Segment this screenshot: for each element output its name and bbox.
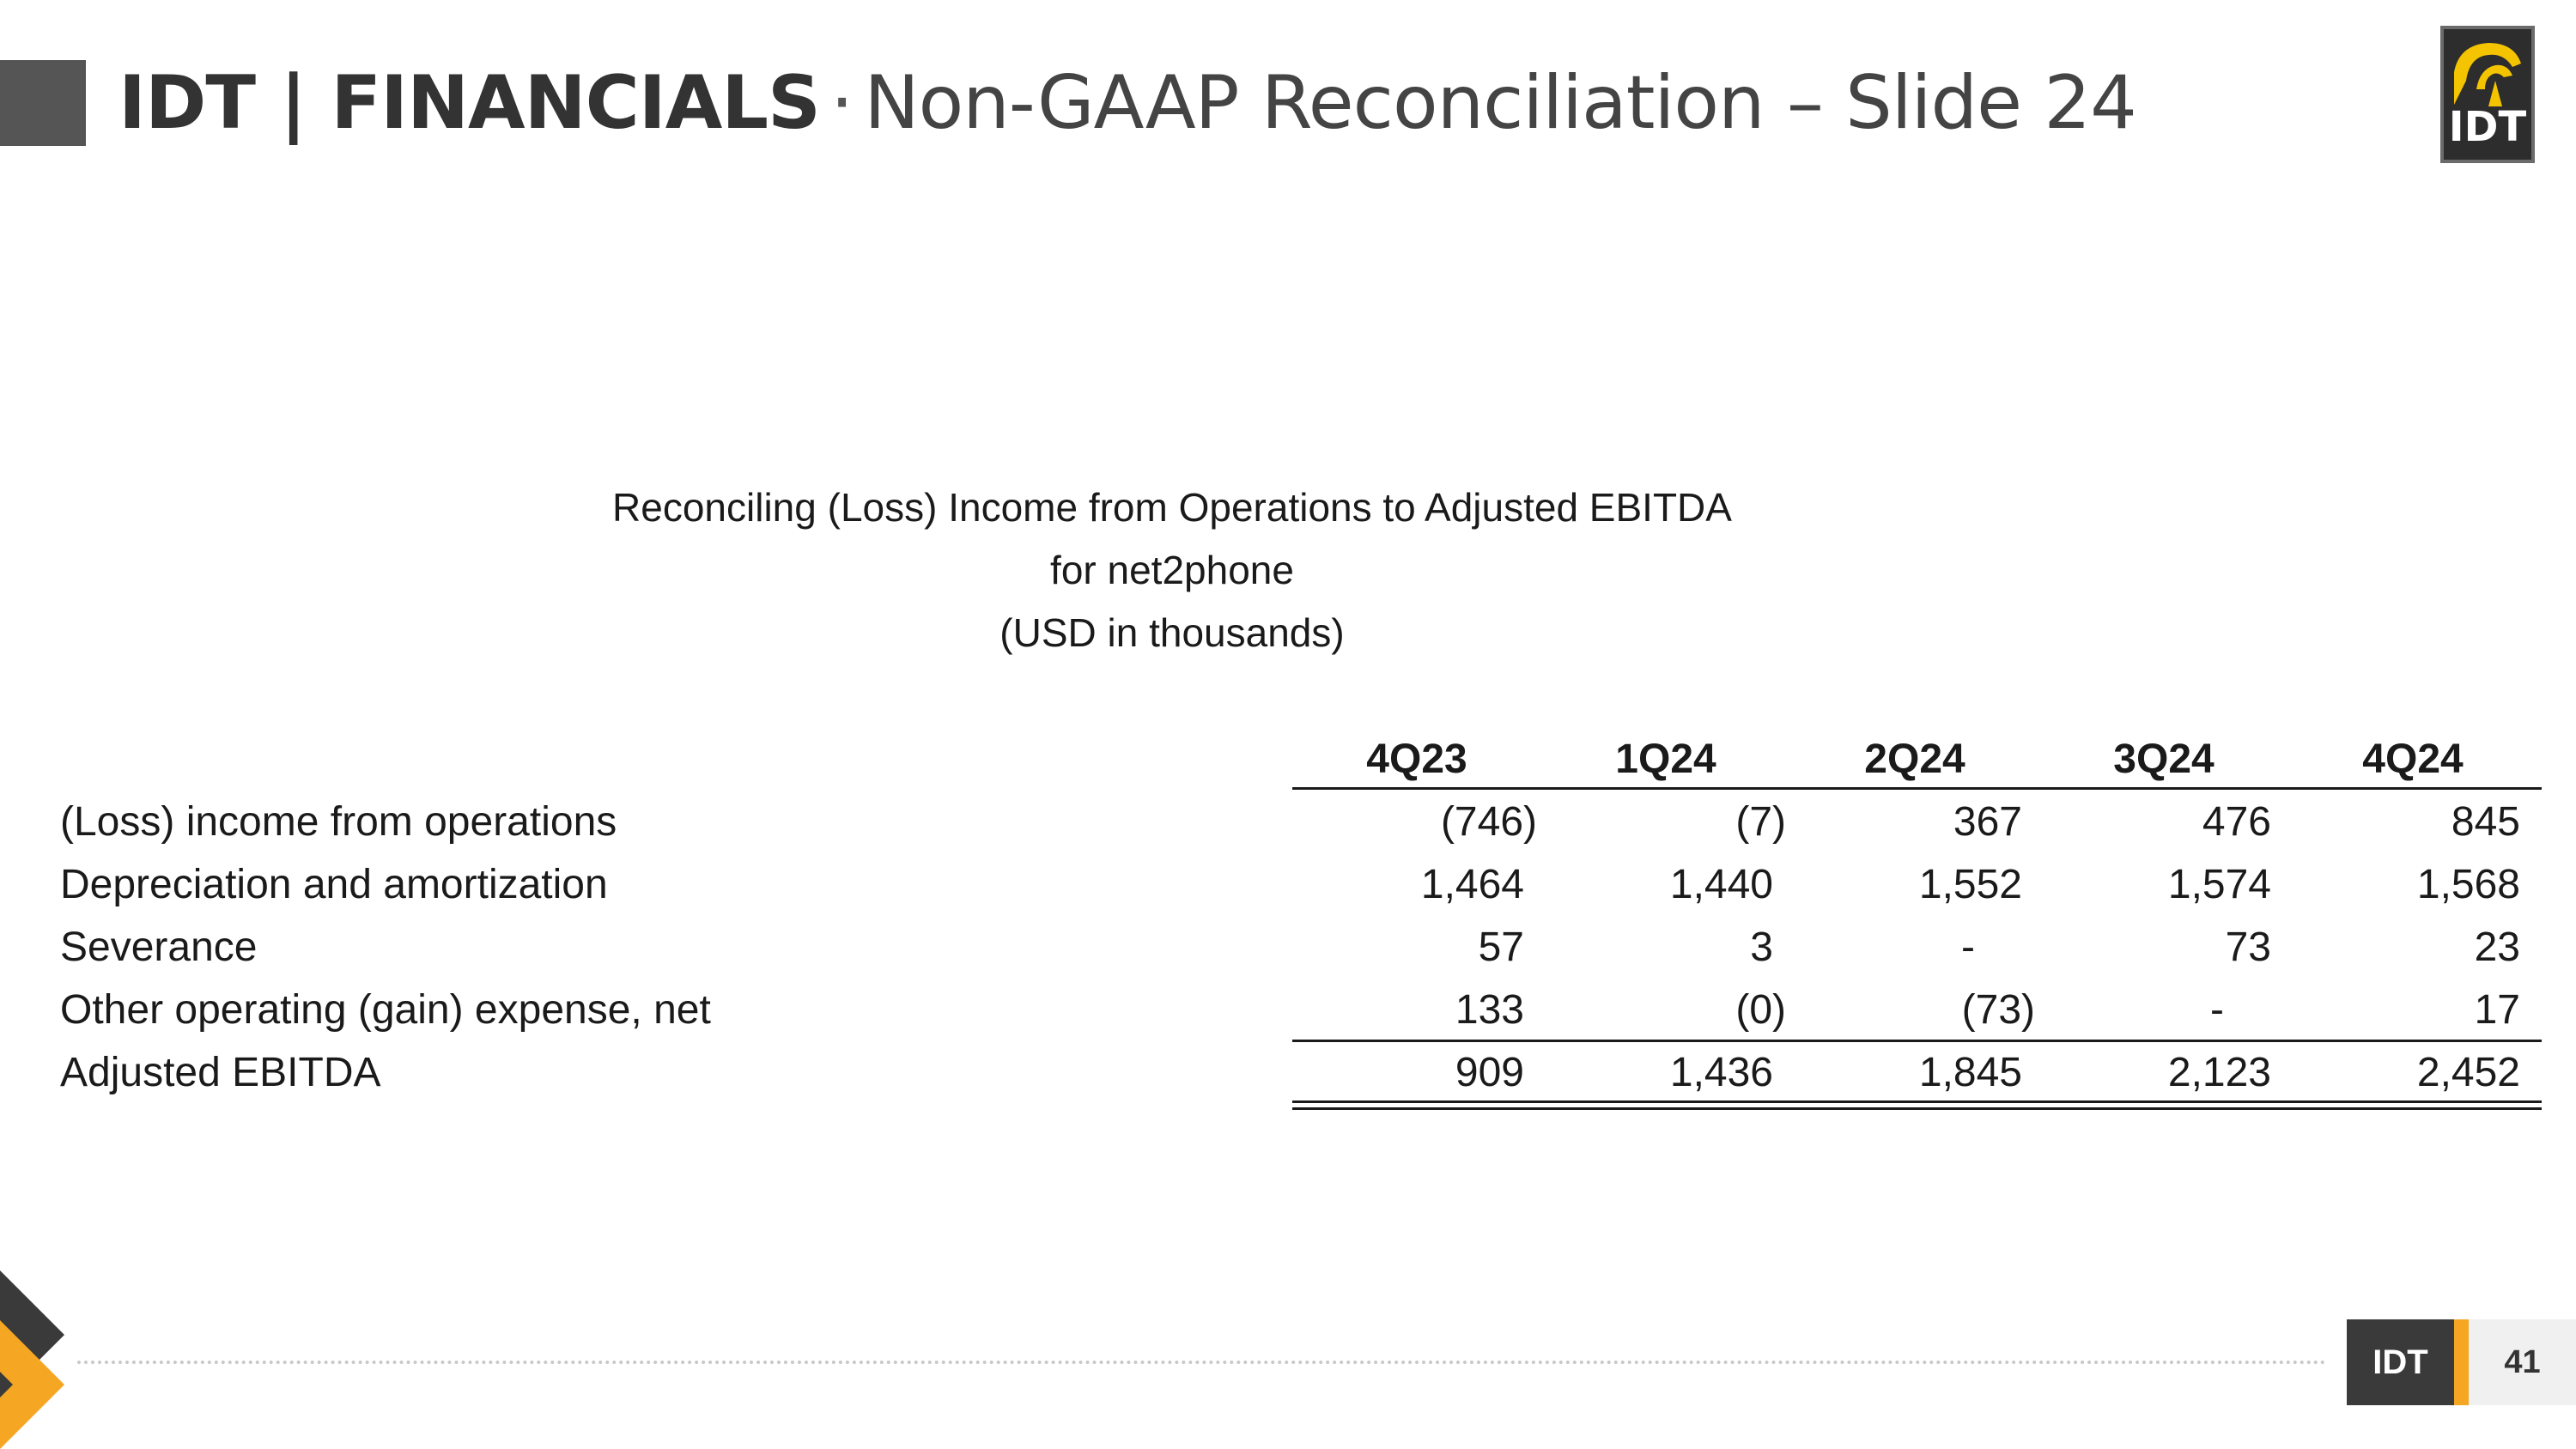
table-cell: 23	[2474, 925, 2520, 970]
table-cell: 1,568	[2416, 862, 2520, 907]
table-cell: 1,552	[1918, 862, 2022, 907]
table-cell: 1,845	[1918, 1050, 2022, 1095]
table-heading-line3: (USD in thousands)	[999, 610, 1345, 655]
table-heading-line1: Reconciling (Loss) Income from Operation…	[612, 485, 1732, 530]
footer-brand: IDT	[2347, 1319, 2454, 1405]
table-cell: 73	[2225, 925, 2271, 970]
subtotal-rule	[1292, 1040, 2542, 1042]
table-cell: -	[1961, 925, 1975, 970]
title-accent-block	[0, 60, 86, 146]
title-brand: IDT | FINANCIALS	[118, 60, 821, 146]
row-label: Adjusted EBITDA	[60, 1050, 381, 1095]
logo-text: IDT	[2448, 103, 2527, 151]
table-cell: 2,452	[2416, 1050, 2520, 1095]
row-label: (Loss) income from operations	[60, 799, 617, 845]
idt-logo: IDT	[2440, 26, 2535, 163]
table-cell: 17	[2474, 987, 2520, 1033]
table-cell: (7)	[1735, 799, 1786, 845]
total-rule-top	[1292, 1100, 2542, 1103]
total-rule-bottom	[1292, 1107, 2542, 1110]
table-cell: 3	[1750, 925, 1773, 970]
title-subtitle: Non-GAAP Reconciliation – Slide 24	[864, 60, 2136, 146]
table-cell: -	[2210, 987, 2224, 1033]
table-cell: 2,123	[2167, 1050, 2271, 1095]
table-heading-line2: for net2phone	[1050, 548, 1294, 592]
column-header: 3Q24	[2113, 737, 2215, 782]
table-cell: 845	[2451, 799, 2520, 845]
table-cell: 1,436	[1669, 1050, 1773, 1095]
table-cell: 133	[1455, 987, 1524, 1033]
column-header: 2Q24	[1864, 737, 1965, 782]
row-label: Depreciation and amortization	[60, 862, 608, 907]
row-label: Other operating (gain) expense, net	[60, 987, 711, 1033]
title-separator: ·	[830, 60, 854, 146]
footer-accent-bar	[2454, 1319, 2469, 1405]
table-cell: 1,574	[2167, 862, 2271, 907]
idt-logo-icon	[2454, 43, 2521, 106]
page-title: IDT | FINANCIALS · Non-GAAP Reconciliation…	[118, 52, 2137, 155]
column-header: 4Q24	[2362, 737, 2464, 782]
table-cell: 476	[2202, 799, 2271, 845]
table-cell: (73)	[1961, 987, 2035, 1033]
column-header: 4Q23	[1366, 737, 1467, 782]
chevron-decoration-icon	[0, 1270, 64, 1449]
header-rule	[1292, 787, 2542, 790]
table-cell: 1,464	[1420, 862, 1524, 907]
table-cell: 367	[1953, 799, 2022, 845]
table-cell: 57	[1478, 925, 1524, 970]
column-header: 1Q24	[1615, 737, 1716, 782]
table-cell: (746)	[1440, 799, 1537, 845]
page-number: 41	[2469, 1319, 2576, 1405]
table-cell: 1,440	[1669, 862, 1773, 907]
footer-divider	[77, 1361, 2327, 1364]
table-cell: 909	[1455, 1050, 1524, 1095]
table-heading: Reconciling (Loss) Income from Operation…	[515, 476, 1829, 664]
row-label: Severance	[60, 925, 258, 970]
table-cell: (0)	[1735, 987, 1786, 1033]
